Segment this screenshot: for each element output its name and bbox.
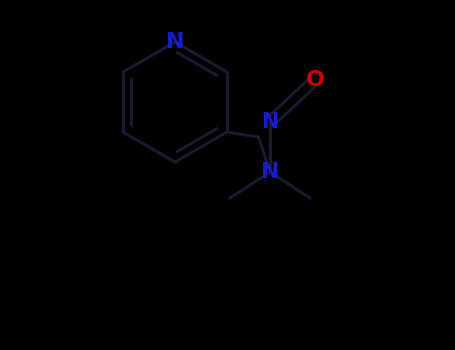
Text: O: O xyxy=(305,70,324,90)
Text: N: N xyxy=(261,112,278,132)
Text: N: N xyxy=(166,32,184,52)
Text: N: N xyxy=(261,162,279,182)
